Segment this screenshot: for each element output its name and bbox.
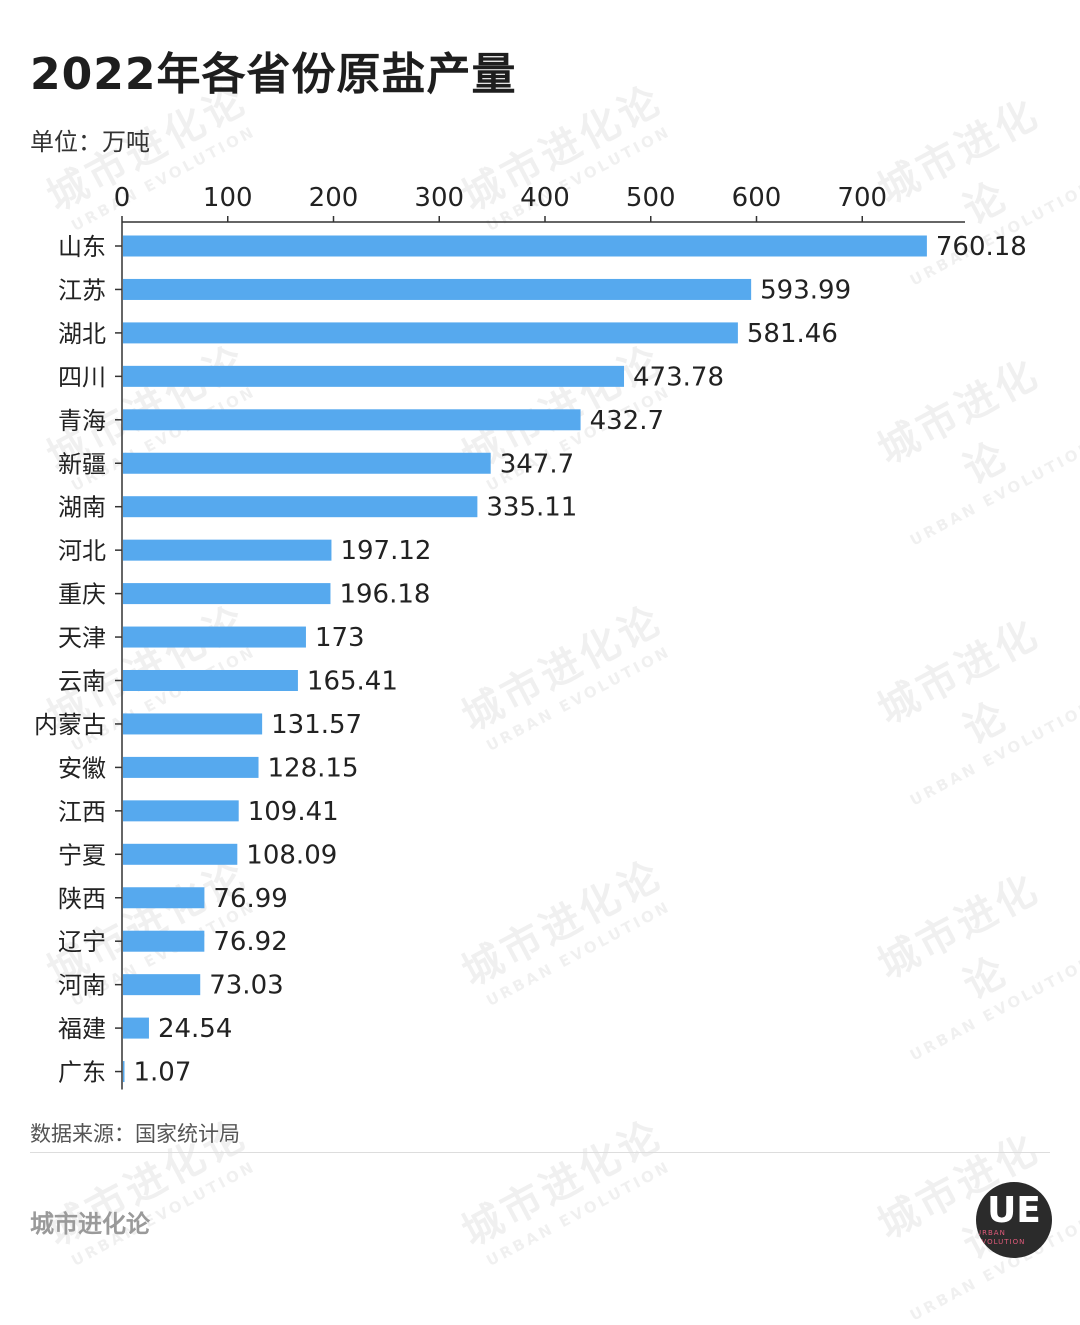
value-label: 128.15 <box>268 753 359 783</box>
category-label: 重庆 <box>58 581 106 609</box>
category-label: 新疆 <box>58 450 106 478</box>
unit-label: 单位：万吨 <box>30 128 150 156</box>
category-label: 湖南 <box>58 494 106 522</box>
category-label: 宁夏 <box>58 841 106 869</box>
value-label: 24.54 <box>158 1014 232 1044</box>
category-label: 陕西 <box>58 885 106 913</box>
bar <box>123 670 298 691</box>
value-label: 73.03 <box>209 971 283 1001</box>
bar <box>123 452 491 474</box>
x-tick-label: 100 <box>203 183 253 213</box>
watermark: 城市进化论 URBAN EVOLUTION <box>454 1111 674 1270</box>
value-label: 76.92 <box>213 927 287 957</box>
bar <box>123 1017 149 1039</box>
x-tick-label: 600 <box>732 183 782 213</box>
value-label: 581.46 <box>747 319 838 349</box>
value-label: 131.57 <box>271 710 362 740</box>
category-label: 天津 <box>58 624 106 652</box>
value-label: 109.41 <box>248 797 339 827</box>
bar <box>123 539 332 561</box>
logo-subtext: URBAN EVOLUTION <box>976 1229 1026 1246</box>
value-label: 165.41 <box>307 667 398 697</box>
bar <box>123 409 581 431</box>
category-label: 安徽 <box>58 754 106 782</box>
bar <box>123 235 927 257</box>
value-label: 1.07 <box>134 1058 192 1088</box>
bar <box>123 1061 125 1083</box>
bar <box>123 626 306 648</box>
bar-chart: 0 100 200 300 400 500 600 700 山东 760.18 江苏 593.99 湖北… <box>34 183 1027 1090</box>
brand-name: 城市进化论 <box>30 1210 150 1238</box>
value-label: 197.12 <box>340 536 431 566</box>
bar <box>123 843 238 865</box>
category-label: 内蒙古 <box>34 711 106 739</box>
category-label: 四川 <box>58 363 106 391</box>
category-label: 江西 <box>58 798 106 826</box>
x-tick-label: 300 <box>414 183 464 213</box>
bar <box>123 800 239 822</box>
bar <box>123 974 201 996</box>
category-label: 福建 <box>58 1015 106 1043</box>
value-label: 432.7 <box>590 406 664 436</box>
x-tick-label: 0 <box>114 183 131 213</box>
value-label: 760.18 <box>936 232 1027 262</box>
bar <box>123 322 738 344</box>
bar <box>123 887 205 909</box>
bar <box>123 713 263 735</box>
value-label: 593.99 <box>760 275 851 305</box>
logo-mark: UE <box>987 1190 1041 1231</box>
x-tick-label: 500 <box>626 183 676 213</box>
x-tick-label: 700 <box>837 183 887 213</box>
footer-divider <box>30 1152 1050 1153</box>
category-label: 江苏 <box>58 276 106 304</box>
value-label: 76.99 <box>213 884 287 914</box>
category-label: 辽宁 <box>58 928 106 956</box>
bar <box>123 365 625 387</box>
page-title: 2022年各省份原盐产量 <box>30 49 517 100</box>
x-tick-label: 200 <box>309 183 359 213</box>
source-note: 数据来源：国家统计局 <box>30 1122 240 1146</box>
bar <box>123 278 752 300</box>
value-label: 196.18 <box>339 580 430 610</box>
value-label: 473.78 <box>633 362 724 392</box>
bar <box>123 583 331 605</box>
value-label: 347.7 <box>500 449 574 479</box>
value-label: 335.11 <box>486 493 577 523</box>
category-label: 河北 <box>58 537 106 565</box>
value-label: 173 <box>315 623 365 653</box>
category-label: 广东 <box>58 1059 106 1087</box>
bar <box>123 496 478 518</box>
category-label: 河南 <box>58 972 106 1000</box>
category-label: 青海 <box>58 407 106 435</box>
brand-logo: UE URBAN EVOLUTION <box>976 1182 1052 1258</box>
value-label: 108.09 <box>246 840 337 870</box>
category-label: 湖北 <box>58 320 106 348</box>
bar <box>123 930 205 952</box>
category-label: 云南 <box>58 668 106 696</box>
bar <box>123 756 259 778</box>
x-tick-label: 400 <box>520 183 570 213</box>
category-label: 山东 <box>58 233 106 261</box>
